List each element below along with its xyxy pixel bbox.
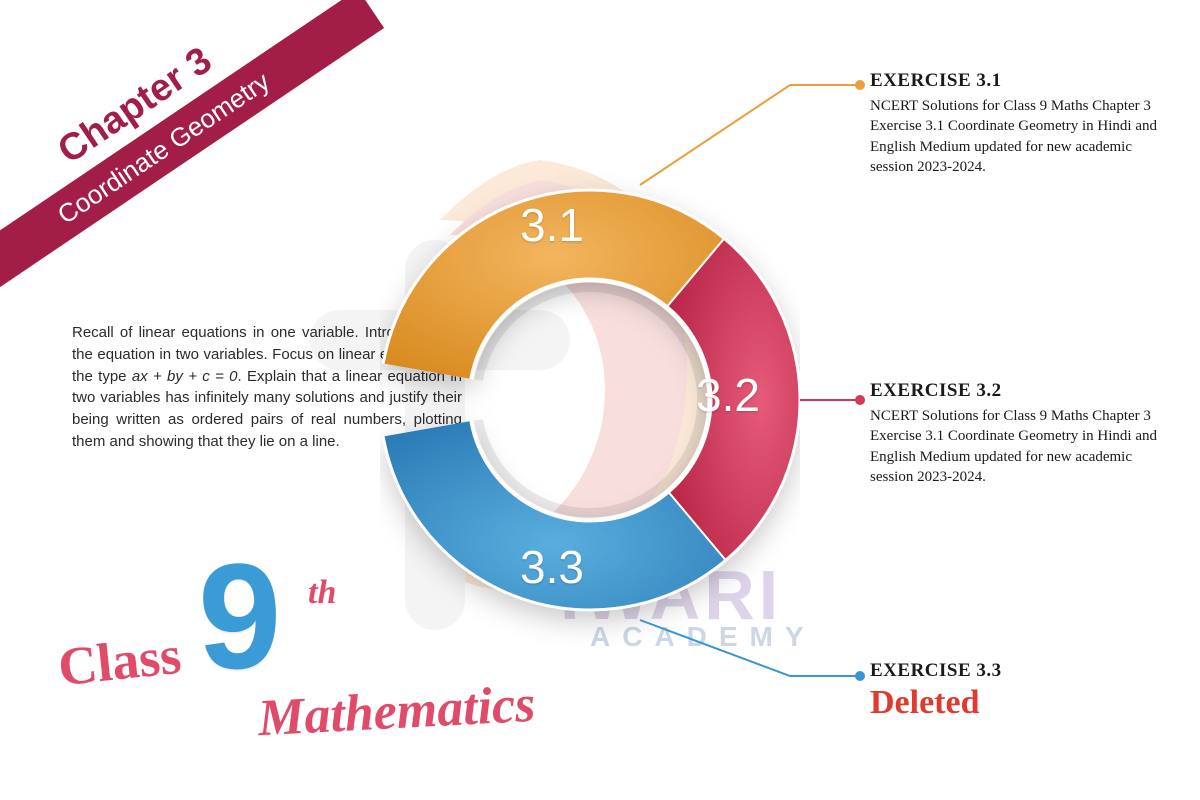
exercise-title-3-3: EXERCISE 3.3 xyxy=(870,660,1160,682)
exercise-body-3-1: NCERT Solutions for Class 9 Maths Chapte… xyxy=(870,96,1160,177)
exercise-title-3-1: EXERCISE 3.1 xyxy=(870,70,1160,92)
leader-dot-3-1 xyxy=(855,80,865,90)
class-word: Class xyxy=(55,624,184,699)
exercise-block-3-2: EXERCISE 3.2 NCERT Solutions for Class 9… xyxy=(870,380,1160,487)
exercise-block-3-3: EXERCISE 3.3 Deleted xyxy=(870,660,1160,722)
desc-formula: ax + by + c = 0 xyxy=(132,368,238,385)
leader-dot-3-2 xyxy=(855,395,865,405)
leader-dot-3-3 xyxy=(855,671,865,681)
exercise-status-3-3: Deleted xyxy=(870,684,1160,722)
class-subject: Mathematics xyxy=(257,675,537,748)
class-ordinal: th xyxy=(308,574,336,612)
exercise-block-3-1: EXERCISE 3.1 NCERT Solutions for Class 9… xyxy=(870,70,1160,177)
exercise-donut-chart: 3.1 3.2 3.3 xyxy=(380,110,800,690)
class-number: 9 xyxy=(198,530,281,703)
chapter-banner: Chapter 3 Coordinate Geometry xyxy=(0,0,384,308)
segment-label-3-1: 3.1 xyxy=(520,198,584,252)
exercise-title-3-2: EXERCISE 3.2 xyxy=(870,380,1160,402)
exercise-body-3-2: NCERT Solutions for Class 9 Maths Chapte… xyxy=(870,406,1160,487)
segment-label-3-3: 3.3 xyxy=(520,540,584,594)
segment-label-3-2: 3.2 xyxy=(696,368,760,422)
donut-inner-shadow xyxy=(478,287,702,513)
